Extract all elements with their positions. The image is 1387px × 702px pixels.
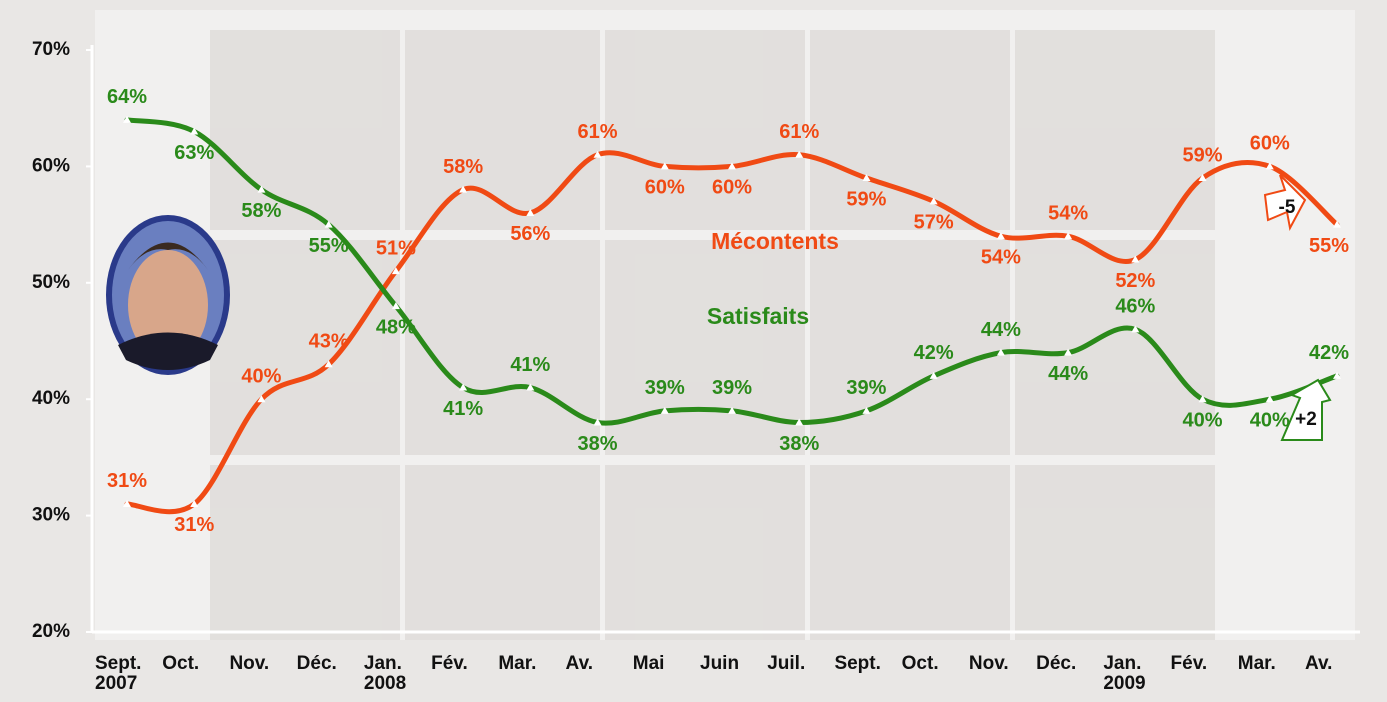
value-label: 38% (578, 433, 618, 455)
value-label: 55% (309, 235, 349, 257)
value-label: 52% (1115, 270, 1155, 292)
value-label: 63% (174, 142, 214, 164)
x-tick-label: Fév. (431, 654, 468, 674)
value-label: 31% (107, 470, 147, 492)
value-label: 40% (1183, 409, 1223, 431)
value-label: 41% (510, 354, 550, 376)
value-label: 56% (510, 223, 550, 245)
value-label: 39% (846, 377, 886, 399)
y-tick-label: 40% (32, 388, 70, 409)
x-tick-label: Mar. (498, 654, 536, 674)
value-label: 42% (1309, 342, 1349, 364)
value-label: 31% (174, 514, 214, 536)
value-label: 60% (645, 177, 685, 199)
y-tick-label: 60% (32, 155, 70, 176)
x-tick-label: Oct. (162, 654, 199, 674)
photo-panels (210, 30, 1215, 640)
value-label: 42% (914, 342, 954, 364)
x-tick-label: Fév. (1171, 654, 1208, 674)
value-label: 57% (914, 212, 954, 234)
value-label: 60% (1250, 133, 1290, 155)
value-label: 40% (1250, 409, 1290, 431)
annotation: -5 (1279, 197, 1296, 218)
value-label: 41% (443, 398, 483, 420)
x-tick-label: Mar. (1238, 654, 1276, 674)
x-tick-label: Déc. (297, 654, 337, 674)
x-tick-label: Déc. (1036, 654, 1076, 674)
x-tick-label: Mai (633, 654, 665, 674)
series-label: Satisfaits (707, 303, 809, 329)
x-tick-label: Av. (1305, 654, 1332, 674)
value-label: 58% (443, 156, 483, 178)
x-tick-label: Sept. 2007 (95, 654, 141, 694)
y-tick-label: 20% (32, 621, 70, 642)
portrait (106, 215, 230, 375)
value-label: 54% (981, 247, 1021, 269)
x-tick-label: Juin (700, 654, 739, 674)
x-tick-label: Sept. (834, 654, 880, 674)
x-tick-label: Av. (566, 654, 593, 674)
x-tick-label: Oct. (902, 654, 939, 674)
value-label: 43% (309, 331, 349, 353)
y-tick-label: 70% (32, 39, 70, 60)
value-label: 39% (645, 377, 685, 399)
x-tick-label: Jan. 2009 (1103, 654, 1145, 694)
value-label: 55% (1309, 235, 1349, 257)
value-label: 44% (1048, 363, 1088, 385)
y-tick-label: 50% (32, 272, 70, 293)
value-label: 58% (241, 200, 281, 222)
value-label: 51% (376, 237, 416, 259)
value-label: 48% (376, 316, 416, 338)
value-label: 61% (779, 121, 819, 143)
value-label: 39% (712, 377, 752, 399)
value-label: 59% (1183, 144, 1223, 166)
value-label: 44% (981, 319, 1021, 341)
y-tick-label: 30% (32, 505, 70, 526)
chart: 20% 30% 40% 50% 60% 70% 31% 31% 40% 43% 51% 58% 56% 6… (0, 0, 1387, 702)
x-tick-label: Jan. 2008 (364, 654, 406, 694)
value-label: 60% (712, 177, 752, 199)
x-tick-label: Nov. (969, 654, 1009, 674)
value-label: 64% (107, 86, 147, 108)
value-label: 61% (578, 121, 618, 143)
value-label: 54% (1048, 203, 1088, 225)
x-tick-label: Juil. (767, 654, 805, 674)
value-label: 59% (846, 188, 886, 210)
x-tick-label: Nov. (229, 654, 269, 674)
annotation: +2 (1295, 409, 1317, 430)
series-label: Mécontents (711, 228, 839, 254)
value-label: 38% (779, 433, 819, 455)
value-label: 46% (1115, 296, 1155, 318)
page: 20% 30% 40% 50% 60% 70% 31% 31% 40% 43% 51% 58% 56% 6… (0, 0, 1387, 702)
value-label: 40% (241, 365, 281, 387)
